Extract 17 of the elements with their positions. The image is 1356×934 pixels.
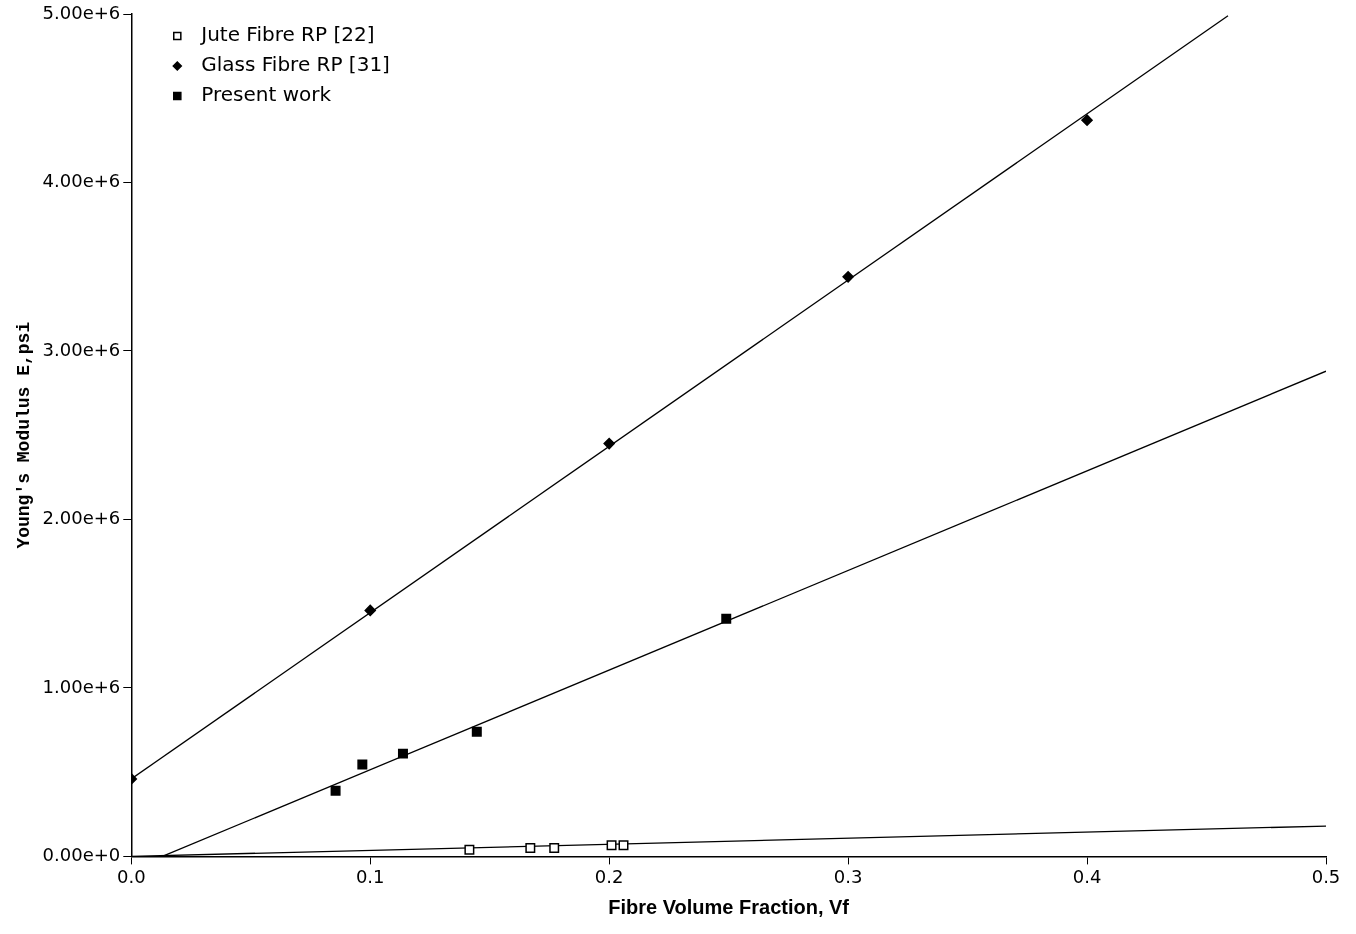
y-tick-label: 2.00e+6 — [42, 507, 121, 529]
x-tick-label: 0.4 — [1072, 865, 1102, 887]
y-tick-label: 1.00e+6 — [42, 675, 121, 697]
y-tick-label: 5.00e+6 — [42, 1, 121, 23]
x-tick-label: 0.2 — [594, 865, 624, 887]
legend-label: Jute Fibre RP [22] — [199, 22, 375, 47]
y-tick-label: 0.00e+0 — [42, 844, 121, 866]
x-axis-title: Fibre Volume Fraction, Vf — [608, 895, 850, 918]
legend-label: Present work — [201, 82, 332, 107]
y-tick-label: 3.00e+6 — [42, 338, 121, 360]
y-axis-title: Young's Modulus E,psi — [14, 321, 35, 549]
x-tick-label: 0.3 — [833, 865, 863, 887]
x-tick-label: 0.5 — [1311, 865, 1341, 887]
legend-label: Glass Fibre RP [31] — [201, 52, 390, 77]
x-tick-label: 0.0 — [116, 865, 146, 887]
x-tick-label: 0.1 — [355, 865, 385, 887]
y-tick-label: 4.00e+6 — [42, 170, 121, 192]
